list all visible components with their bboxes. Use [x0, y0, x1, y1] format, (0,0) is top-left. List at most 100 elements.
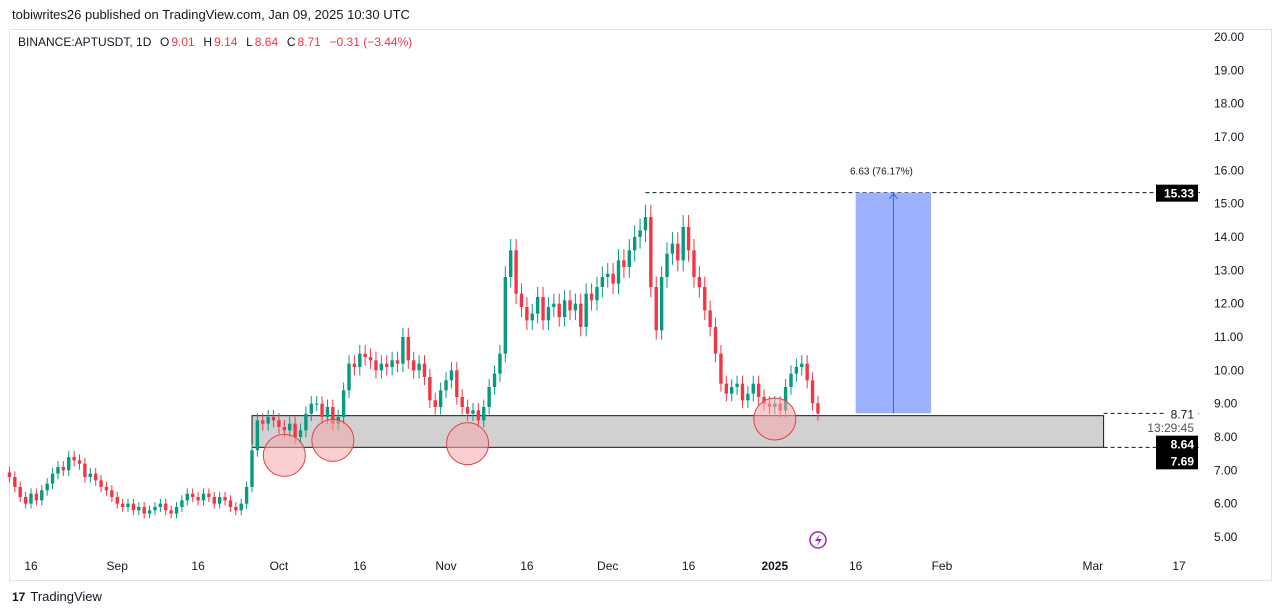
price-label: 8.64 [1171, 438, 1195, 452]
candle-body [600, 276, 605, 287]
candle-body [692, 250, 696, 277]
candle-body [320, 403, 324, 417]
footer: 17 TradingView [12, 589, 102, 604]
time-tick: Mar [1082, 559, 1103, 573]
candle-body [207, 493, 211, 497]
candle-body [45, 483, 49, 491]
candle-body [298, 430, 303, 437]
candle-body [23, 496, 28, 504]
candle-body [347, 363, 351, 391]
price-label: 8.71 [1171, 407, 1195, 421]
candle-body [77, 460, 82, 464]
price-tick: 15.00 [1214, 197, 1244, 211]
time-tick: 16 [849, 559, 863, 573]
candle-body [34, 493, 39, 501]
candle-body [126, 503, 130, 507]
candle-body [751, 383, 755, 394]
candle-body [492, 373, 497, 387]
close-value: 8.71 [297, 35, 321, 49]
candle-body [794, 366, 799, 374]
time-tick: 17 [1172, 559, 1186, 573]
price-tick: 20.00 [1214, 30, 1244, 44]
candle-body [244, 486, 249, 504]
candle-body [374, 360, 378, 371]
candle-body [142, 506, 146, 514]
candle-body [40, 490, 44, 501]
events-icon [809, 531, 827, 549]
time-tick: Oct [270, 559, 289, 573]
time-tick: 16 [520, 559, 534, 573]
candle-body [708, 310, 712, 327]
candle-body [180, 500, 184, 507]
candle-body [271, 416, 276, 421]
candle-body [50, 473, 55, 484]
candle-body [325, 406, 330, 417]
low-value: 8.64 [254, 35, 279, 49]
lightning-icon [815, 534, 822, 547]
candle-body [401, 336, 405, 364]
candle-body [589, 293, 594, 301]
symbol-label[interactable]: BINANCE:APTUSDT, 1D [18, 35, 152, 49]
price-tick: 18.00 [1214, 97, 1244, 111]
candle-body [120, 503, 125, 507]
candle-body [428, 376, 432, 401]
candle-body [649, 216, 653, 287]
candle-body [234, 506, 238, 511]
candle-body [56, 466, 60, 474]
candle-body [29, 493, 33, 504]
candle-body [104, 486, 109, 491]
measure-label: 6.63 (76.17%) [850, 167, 913, 178]
candle-body [417, 363, 421, 371]
candle-body [341, 390, 346, 417]
candle-body [810, 380, 815, 404]
candle-body [552, 303, 556, 307]
candle-body [250, 450, 254, 487]
candle-body [579, 303, 583, 327]
candle-body [368, 356, 373, 361]
time-tick: Feb [932, 559, 953, 573]
candle-body [261, 420, 265, 424]
candle-body [147, 510, 152, 514]
candle-body [584, 293, 588, 327]
candle-body [638, 230, 642, 237]
candle-body [304, 413, 308, 431]
candle-body [730, 386, 734, 394]
candle-body [535, 296, 540, 314]
candle-body [115, 496, 119, 504]
candle-body [385, 363, 389, 367]
candle-body [530, 313, 534, 321]
candle-body [174, 506, 179, 514]
candle-body [756, 383, 761, 397]
high-value: 9.14 [214, 35, 238, 49]
price-tick: 13.00 [1214, 263, 1244, 277]
time-tick: Sep [107, 559, 129, 573]
highlight-circle [753, 397, 797, 441]
candle-body [703, 286, 707, 311]
candle-body [88, 473, 92, 477]
candle-body [573, 303, 578, 311]
candle-body [331, 406, 335, 424]
price-tick: 14.00 [1214, 230, 1244, 244]
price-label-bg [1144, 419, 1198, 434]
chart-frame [9, 29, 1272, 581]
candle-body [228, 500, 233, 507]
candle-body [724, 383, 729, 394]
candle-body [606, 273, 610, 277]
time-tick: 2025 [761, 559, 788, 573]
close-label: C [286, 35, 296, 49]
candle-body [293, 423, 297, 437]
price-label-box [1156, 452, 1198, 470]
highlight-circle [262, 433, 306, 477]
candle-body [783, 386, 788, 411]
price-tick: 6.00 [1214, 497, 1238, 511]
candle-body [643, 216, 648, 231]
candle-body [201, 493, 206, 501]
candle-body [686, 226, 691, 251]
candle-body [433, 400, 437, 407]
highlight-circle [311, 418, 355, 462]
candle-body [514, 250, 518, 294]
price-tick: 8.00 [1214, 430, 1238, 444]
candle-body [438, 390, 443, 407]
